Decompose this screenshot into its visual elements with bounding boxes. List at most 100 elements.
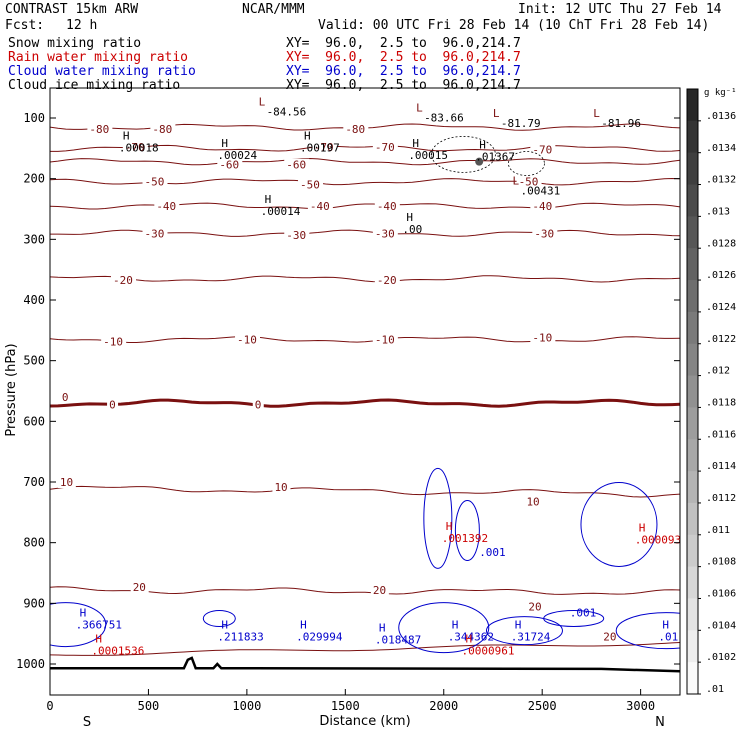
valid-time: Valid: 00 UTC Fri 28 Feb 14 (10 ChT Fri … <box>318 18 710 33</box>
y-axis-label: Pressure (hPa) <box>4 343 19 436</box>
low-value: -81.79 <box>501 117 541 130</box>
isotherm-label: 10 <box>526 495 539 508</box>
colorbar-tick-label: .0122 <box>706 334 736 345</box>
isotherm-line <box>50 586 680 595</box>
cloud-water-value: .001 <box>570 606 597 619</box>
colorbar-segment <box>687 407 698 440</box>
isotherm-label-bg <box>374 273 400 286</box>
high-marker: H <box>406 211 413 224</box>
high-marker: H <box>265 193 272 206</box>
high-value: .00015 <box>408 149 448 162</box>
cloud-water-high-marker: H <box>80 607 87 620</box>
isotherm-label-bg <box>516 175 542 188</box>
high-marker: H <box>304 129 311 142</box>
legend-rain-xy: XY= 96.0, 2.5 to 96.0,214.7 <box>286 50 521 65</box>
isotherm-line <box>50 144 680 152</box>
isotherm-label: 0 <box>109 398 116 411</box>
isotherm-label: -40 <box>532 200 552 213</box>
colorbar-tick-label: .0116 <box>706 429 736 440</box>
colorbar-segment <box>687 89 698 122</box>
colorbar-frame <box>686 88 699 695</box>
y-tick-label: 300 <box>23 232 45 246</box>
y-tick-label: 800 <box>23 536 45 550</box>
isotherm-label: -70 <box>532 144 552 157</box>
colorbar-tick-label: .0128 <box>706 238 736 249</box>
high-value: .00197 <box>300 141 340 154</box>
org-label: NCAR/MMM <box>242 2 305 17</box>
isotherm-label: -50 <box>519 176 539 189</box>
isotherm-label-bg <box>142 175 168 188</box>
high-marker: H <box>412 137 419 150</box>
cloud-water-value: .211833 <box>217 631 263 644</box>
isotherm-label: -80 <box>89 123 109 136</box>
y-tick-label: 200 <box>23 172 45 186</box>
isotherm-label-bg <box>111 273 136 286</box>
isotherm-label: -10 <box>375 333 395 346</box>
isotherm-label: -40 <box>156 200 176 213</box>
low-value: -83.66 <box>424 112 464 125</box>
isotherm-line <box>50 275 680 283</box>
terrain-line <box>50 656 680 673</box>
high-value: .00024 <box>217 149 257 162</box>
colorbar-tick-label: .013 <box>706 206 730 217</box>
rain-value: .000093 <box>635 534 681 547</box>
y-tick-label: 900 <box>23 596 45 610</box>
isotherm-label: 20 <box>373 584 386 597</box>
low-value: .00431 <box>521 184 561 197</box>
isotherm-label-bg <box>374 199 400 212</box>
low-marker: L <box>493 107 500 120</box>
isotherm-label: -10 <box>532 332 552 345</box>
y-tick-label: 600 <box>23 414 45 428</box>
isotherm-label: -10 <box>103 335 123 348</box>
colorbar-segment <box>687 280 698 313</box>
fcst-label: Fcst: <box>5 18 45 33</box>
high-marker: H <box>479 138 486 151</box>
isotherm-label: -70 <box>125 141 145 154</box>
init-time: Init: 12 UTC Thu 27 Feb 14 <box>518 2 722 17</box>
cloud-water-value: .011 <box>658 631 685 644</box>
isotherm-line <box>50 398 680 408</box>
low-marker: L <box>259 96 266 109</box>
isotherm-label-bg <box>372 141 398 154</box>
plot-frame <box>49 87 681 696</box>
x-tick-label: 1500 <box>331 699 360 713</box>
colorbar-segment <box>687 471 698 504</box>
rain-high-marker: H <box>446 520 453 533</box>
cloud-water-contour <box>543 610 605 627</box>
colorbar-unit: g kg⁻¹ <box>704 88 737 98</box>
x-tick-label: 2500 <box>528 699 557 713</box>
isotherm-label-bg <box>142 227 168 240</box>
colorbar-tick-label: .0112 <box>706 493 736 504</box>
isotherm-label: 20 <box>133 581 146 594</box>
high-value: .00018 <box>119 141 159 154</box>
low-marker: L <box>593 107 600 120</box>
x-tick-label: 500 <box>138 699 160 713</box>
isotherm-label: 0 <box>62 391 69 404</box>
isotherm-label-bg <box>298 178 324 191</box>
cloud-water-value: .001 <box>479 546 506 559</box>
cloud-water-value: .366751 <box>76 619 122 632</box>
low-marker: L <box>416 102 423 115</box>
cloud-water-value: .018487 <box>375 634 421 647</box>
colorbar-tick-label: .0104 <box>706 620 736 631</box>
high-marker: H <box>123 129 130 142</box>
x-tick-label: 3000 <box>626 699 655 713</box>
north-label: N <box>655 715 665 730</box>
rain-value: .001392 <box>442 532 488 545</box>
colorbar-segment <box>687 343 698 377</box>
isotherm-label: -40 <box>310 200 330 213</box>
cloud-water-contour <box>454 500 480 562</box>
isotherm-label-bg <box>307 199 333 212</box>
isotherm-label-bg <box>601 630 620 643</box>
isotherm-label: -30 <box>375 227 395 240</box>
cloud-water-high-marker: H <box>379 622 386 635</box>
isotherm-label-bg <box>372 333 398 346</box>
isotherm-line <box>50 202 680 210</box>
isotherm-label-bg <box>370 583 389 596</box>
colorbar-segment <box>687 248 698 281</box>
high-value: .00 <box>402 223 422 236</box>
rain-high-marker: H <box>639 522 646 535</box>
cloud-ice-max <box>475 157 484 166</box>
south-label: S <box>83 715 91 730</box>
isotherm-label: -60 <box>286 159 306 172</box>
